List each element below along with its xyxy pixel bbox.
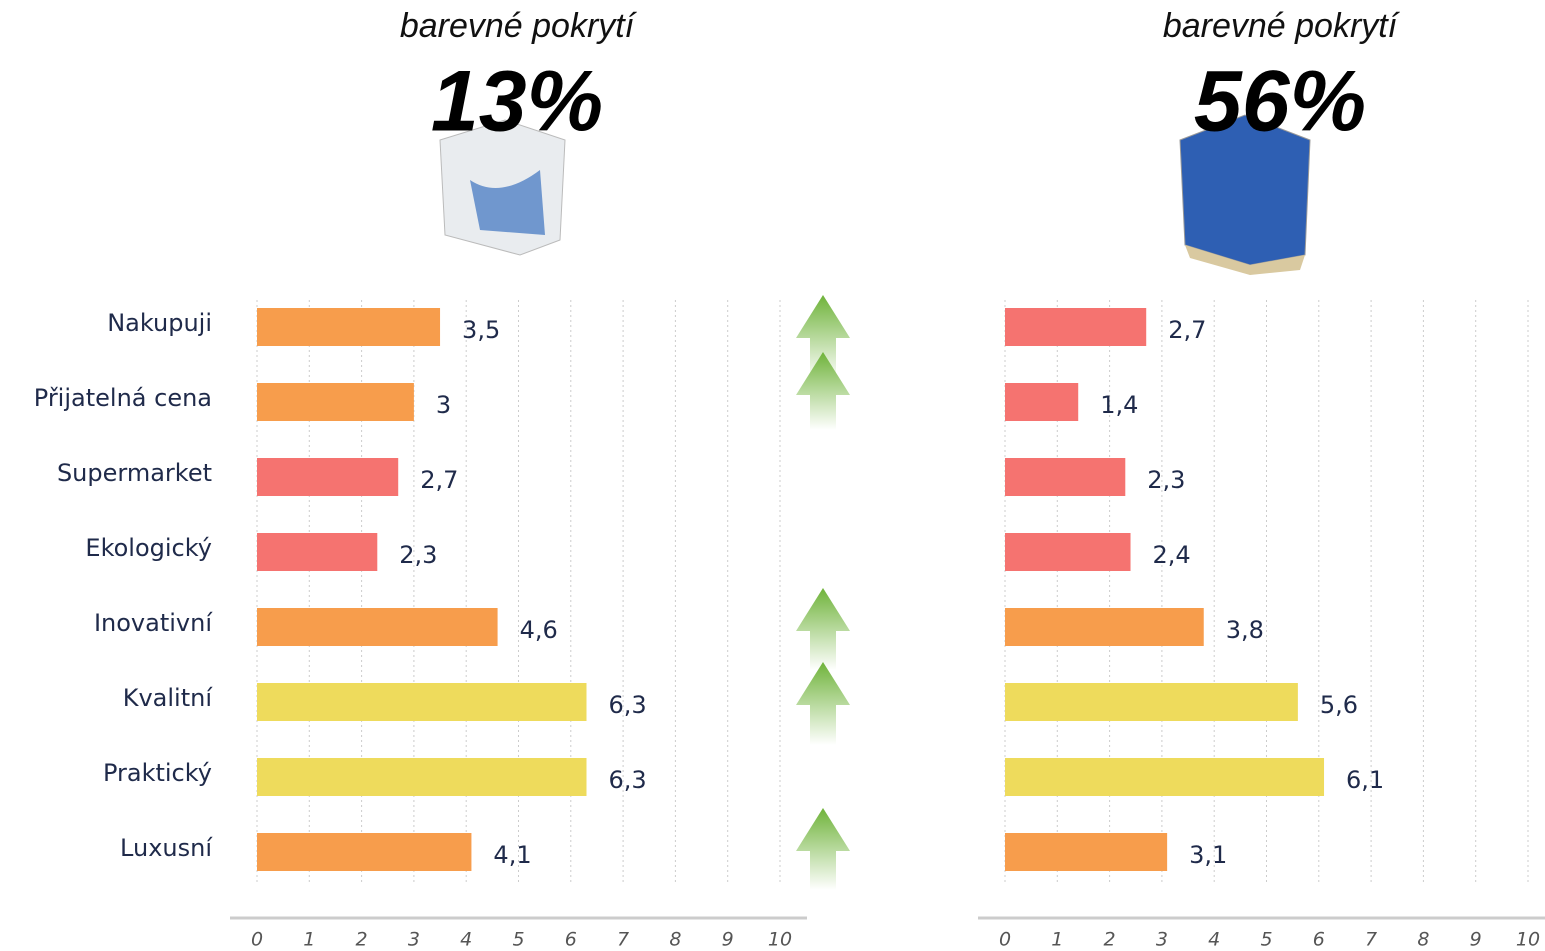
bar [257,683,586,721]
headline: 13% [431,54,603,150]
x-tick-label: 0 [999,929,1011,951]
category-label: Luxusní [120,834,213,862]
bar [257,833,471,871]
value-label: 6,3 [608,691,646,719]
value-label: 2,4 [1153,541,1191,569]
value-label: 3 [436,391,451,419]
x-tick-label: 4 [1208,929,1220,951]
value-label: 5,6 [1320,691,1358,719]
x-tick-label: 2 [356,929,368,951]
bar [1005,458,1125,496]
bar [257,608,498,646]
category-label: Supermarket [57,459,212,487]
value-label: 3,8 [1226,616,1264,644]
value-label: 2,3 [399,541,437,569]
category-label: Ekologický [85,534,212,562]
x-tick-label: 8 [669,929,681,951]
value-label: 4,1 [493,841,531,869]
value-label: 3,5 [462,316,500,344]
value-label: 2,7 [420,466,458,494]
x-tick-label: 5 [1260,929,1272,951]
bar [1005,608,1204,646]
category-label: Kvalitní [123,684,214,712]
x-tick-label: 7 [1365,929,1377,951]
x-tick-label: 2 [1104,929,1116,951]
bar [257,458,398,496]
x-tick-label: 8 [1417,929,1429,951]
category-label: Přijatelná cena [34,384,212,412]
x-tick-label: 9 [722,929,734,951]
bar [1005,308,1146,346]
page: barevné pokrytí13%0123456789103,5Nakupuj… [0,0,1545,951]
category-label: Praktický [103,759,212,787]
x-tick-label: 10 [1516,929,1540,951]
headline: 56% [1194,54,1366,150]
x-tick-label: 5 [512,929,524,951]
bar [1005,758,1324,796]
bar [1005,533,1131,571]
x-tick-label: 1 [303,929,315,951]
bar [1005,833,1167,871]
value-label: 6,1 [1346,766,1384,794]
value-label: 1,4 [1100,391,1138,419]
x-tick-label: 3 [408,929,420,951]
subtitle: barevné pokrytí [1163,7,1401,45]
value-label: 4,6 [520,616,558,644]
x-tick-label: 6 [565,929,577,951]
value-label: 3,1 [1189,841,1227,869]
bar [1005,383,1078,421]
value-label: 2,7 [1168,316,1206,344]
subtitle: barevné pokrytí [400,7,638,45]
x-tick-label: 1 [1051,929,1063,951]
x-tick-label: 3 [1156,929,1168,951]
category-label: Nakupuji [107,309,212,337]
category-label: Inovativní [94,609,213,637]
bar [257,308,440,346]
arrows [796,295,850,890]
x-tick-label: 10 [768,929,792,951]
value-label: 6,3 [608,766,646,794]
bar [257,758,586,796]
value-label: 2,3 [1147,466,1185,494]
x-tick-label: 4 [460,929,472,951]
bar [257,383,414,421]
x-tick-label: 9 [1470,929,1482,951]
x-tick-label: 6 [1313,929,1325,951]
bar [257,533,377,571]
bar [1005,683,1298,721]
x-tick-label: 7 [617,929,629,951]
x-tick-label: 0 [251,929,263,951]
